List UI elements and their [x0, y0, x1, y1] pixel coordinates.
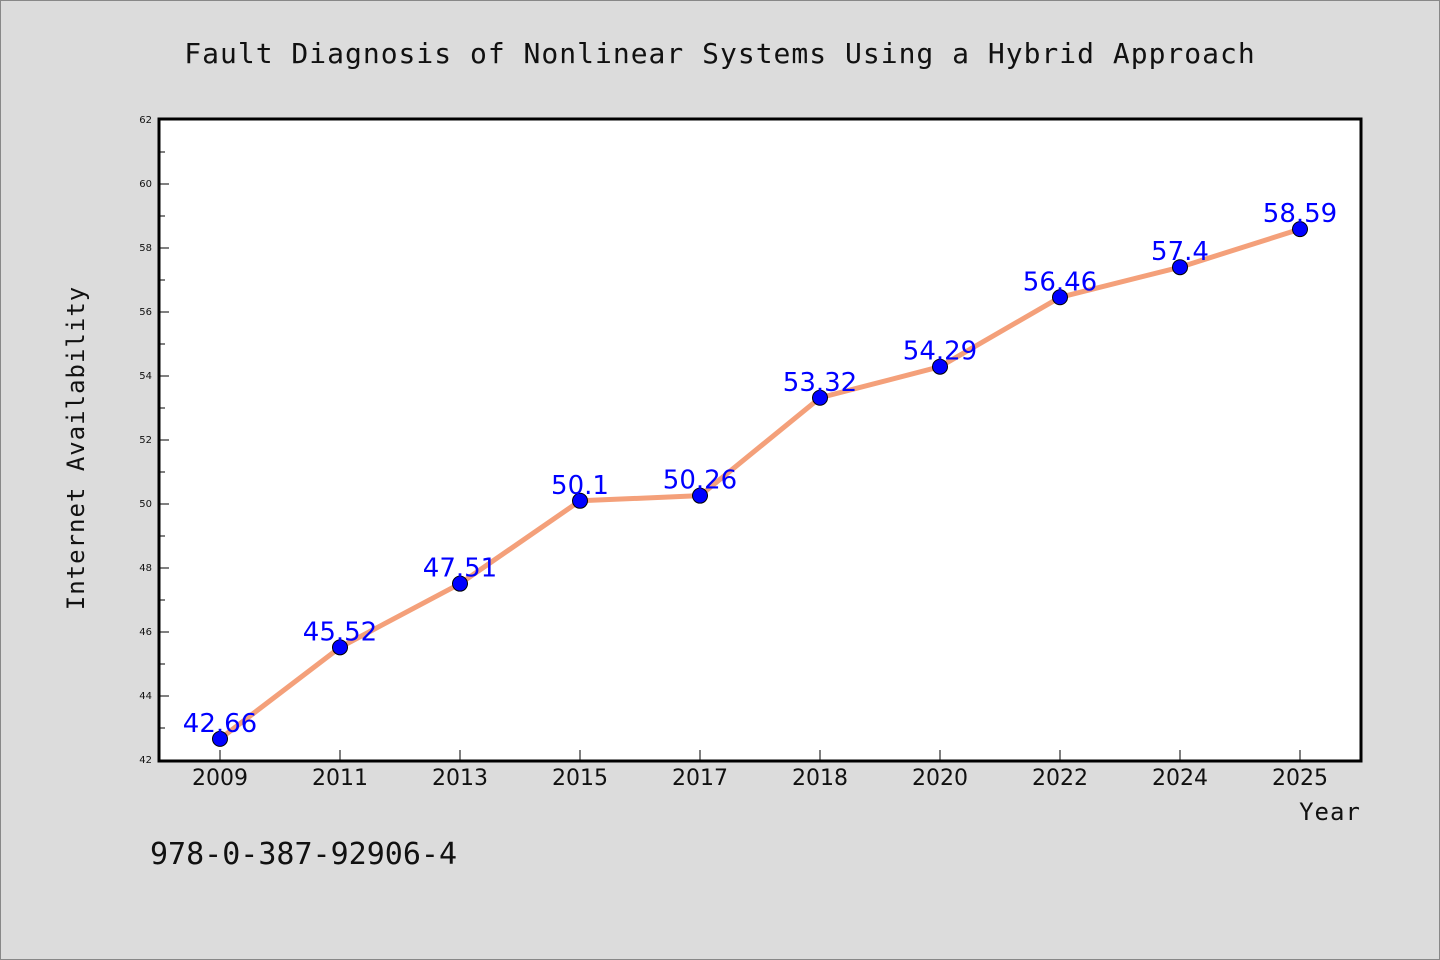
data-label: 47.51: [423, 554, 497, 584]
data-label: 45.52: [303, 617, 377, 647]
x-tick-label: 2020: [912, 766, 968, 791]
data-label: 58.59: [1263, 199, 1337, 229]
plot-area: [157, 117, 1363, 763]
data-point: [1292, 221, 1308, 238]
y-tick-label: 56: [139, 307, 152, 318]
x-tick-label: 2025: [1272, 766, 1328, 791]
x-tick-label: 2017: [672, 766, 728, 791]
y-tick-label: 60: [139, 179, 152, 190]
isbn-text: 978-0-387-92906-4: [150, 837, 457, 872]
x-tick-label: 2024: [1152, 766, 1208, 791]
data-label: 54.29: [903, 337, 977, 367]
y-axis: 42 44 46 48 50 52 54 56 58 60 62: [139, 115, 169, 766]
y-tick-label: 52: [139, 435, 152, 446]
data-label: 50.26: [663, 466, 737, 496]
y-tick-label: 50: [139, 499, 152, 510]
y-tick-label: 48: [139, 563, 152, 574]
chart-title: Fault Diagnosis of Nonlinear Systems Usi…: [184, 37, 1255, 70]
data-label: 56.46: [1023, 267, 1097, 297]
data-point: [452, 575, 468, 592]
series-markers: [212, 221, 1308, 747]
data-label: 42.66: [183, 709, 257, 739]
data-point: [212, 730, 228, 747]
x-axis-label: Year: [1299, 798, 1361, 826]
y-tick-label: 58: [139, 243, 152, 254]
data-label: 53.32: [783, 368, 857, 398]
y-tick-label: 46: [139, 627, 152, 638]
data-labels: 42.66 45.52 47.51 50.1 50.26 53.32 54.29 56.46 5…: [183, 199, 1337, 739]
y-tick-label: 62: [139, 115, 152, 126]
data-point: [812, 389, 828, 406]
x-axis: 2009 2011 2013 2015 2017 2018 2020 2022 2024 2025: [192, 750, 1328, 791]
y-tick-label: 54: [139, 371, 152, 382]
x-tick-label: 2022: [1032, 766, 1088, 791]
y-tick-label: 44: [139, 691, 152, 702]
data-point: [332, 639, 348, 656]
data-point: [1172, 259, 1188, 276]
series-line: [217, 226, 1303, 742]
x-tick-label: 2011: [312, 766, 368, 791]
data-label: 57.4: [1151, 237, 1209, 267]
x-tick-label: 2013: [432, 766, 488, 791]
data-point: [572, 492, 588, 509]
x-tick-label: 2009: [192, 766, 248, 791]
y-tick-label: 42: [139, 755, 152, 766]
x-tick-label: 2018: [792, 766, 848, 791]
data-label: 50.1: [551, 471, 609, 501]
y-axis-label: Internet Availability: [62, 286, 90, 610]
data-point: [692, 487, 708, 504]
data-point: [1052, 289, 1068, 306]
data-point: [932, 358, 948, 375]
x-tick-label: 2015: [552, 766, 608, 791]
